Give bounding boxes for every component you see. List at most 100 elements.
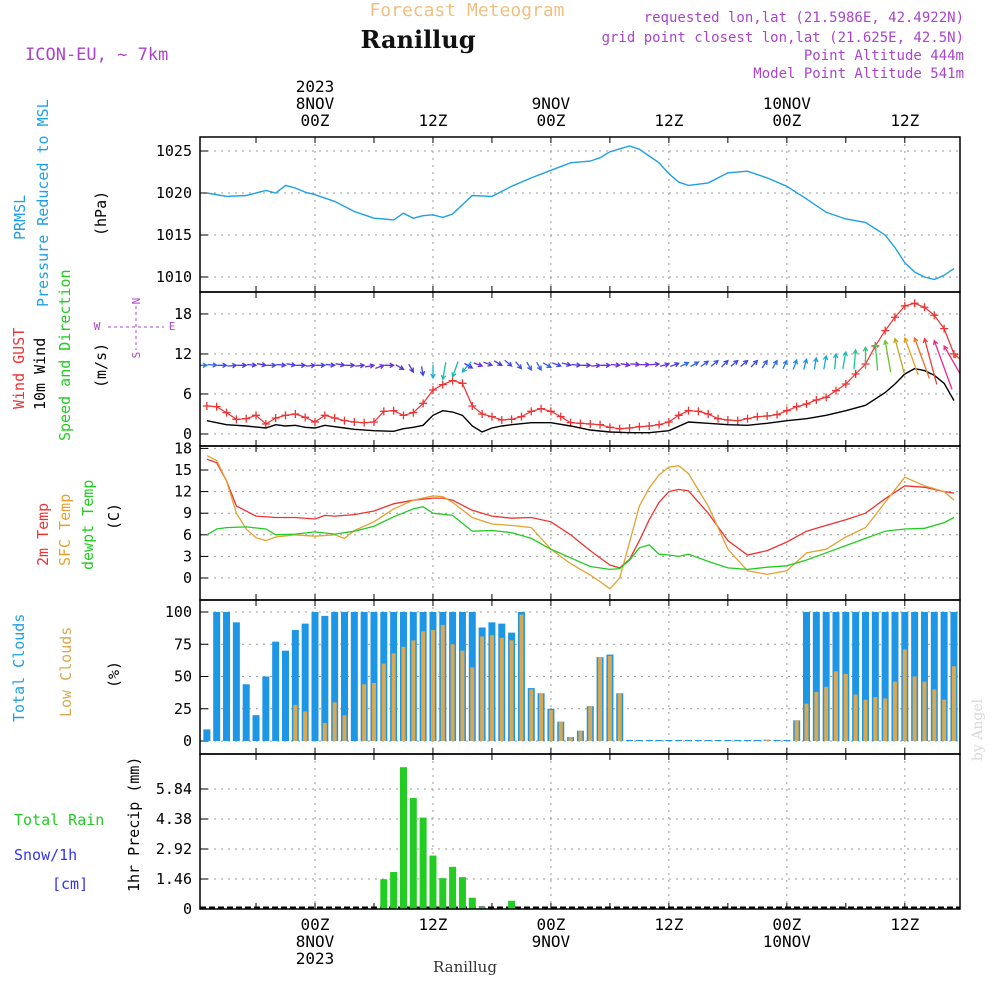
low-cloud-bar [460, 650, 465, 741]
wind-direction-arrow [932, 339, 953, 390]
wind-label-speed-dir: Speed and Direction [56, 269, 74, 441]
wind-direction-arrow [660, 362, 671, 368]
gust-marker [733, 416, 742, 425]
gust-marker [851, 369, 860, 378]
top-time-label: 12Z [890, 111, 919, 130]
gust-marker [684, 406, 693, 415]
wind-direction-arrow [217, 362, 228, 369]
compass-east: E [169, 320, 176, 333]
ytick-label: 100 [165, 603, 192, 621]
low-cloud-bar [489, 635, 494, 741]
low-cloud-bar [558, 721, 563, 741]
total-cloud-bar [321, 615, 329, 741]
compass-north: N [130, 298, 143, 305]
rain-bar [468, 897, 476, 909]
precip-labels: Total Rain Snow/1h [cm] 1hr Precip (mm) [14, 757, 143, 893]
cloud-bars-group [203, 612, 958, 741]
total-cloud-bar [704, 740, 712, 741]
ytick-label: 9 [183, 504, 192, 522]
top-time-label: 8NOV [296, 94, 335, 113]
total-cloud-bar [340, 612, 348, 741]
ytick-label: 12 [174, 483, 192, 501]
total-cloud-bar [881, 612, 889, 741]
wind-direction-arrow [542, 362, 553, 368]
gust-marker [261, 419, 270, 428]
temp-label-2m: 2m Temp [34, 503, 52, 566]
wind-direction-arrow [561, 361, 572, 368]
wind-direction-arrow [430, 364, 436, 380]
total-cloud-bar [803, 612, 810, 741]
precip-axis-label: 1hr Precip (mm) [125, 757, 143, 892]
low-cloud-bar [863, 699, 868, 741]
gust-marker [900, 301, 909, 310]
low-cloud-bar [617, 693, 622, 741]
gust-marker [714, 414, 723, 423]
wind-direction-arrow [802, 357, 809, 370]
wind-direction-arrow [903, 336, 919, 376]
cloud-labels: Total Clouds Low Clouds (%) [10, 614, 123, 722]
total-cloud-bar [350, 612, 358, 741]
wind-direction-arrow [600, 362, 612, 369]
wind-speed-line [206, 367, 955, 434]
wind-direction-arrow [822, 354, 829, 370]
product-title: Forecast Meteogram [369, 0, 564, 21]
gust-marker [330, 413, 339, 422]
low-cloud-bar [509, 640, 514, 741]
compass-west: W [94, 320, 101, 333]
gust-marker [399, 411, 408, 420]
low-cloud-bar [450, 644, 455, 741]
wind-direction-arrow [883, 339, 892, 373]
total-cloud-bar [930, 612, 938, 741]
low-cloud-bar [303, 711, 308, 741]
gust-marker [252, 411, 261, 420]
gust-marker [615, 424, 624, 433]
low-cloud-bar [892, 681, 897, 741]
total-cloud-bar [891, 612, 899, 741]
wind-direction-arrow [750, 359, 759, 368]
temp-label-dewpt: dewpt Temp [79, 480, 97, 570]
wind-direction-arrow [286, 361, 297, 368]
gust-marker [369, 417, 378, 426]
wind-direction-arrow [451, 361, 459, 378]
ytick-label: 18 [174, 439, 192, 457]
gust-marker [419, 399, 428, 408]
wind-direction-arrow [630, 361, 641, 367]
wind-direction-arrow [610, 362, 622, 368]
rain-bar [409, 798, 417, 909]
total-cloud-bar [861, 612, 869, 741]
cloud-unit: (%) [105, 661, 123, 688]
total-cloud-bar [940, 612, 948, 741]
wind-series-group [200, 299, 960, 434]
requested-coords: requested lon,lat (21.5986E, 42.4922N) [644, 10, 964, 26]
low-cloud-bar [568, 737, 573, 741]
gust-marker [468, 401, 477, 410]
gust-marker [792, 402, 801, 411]
wind-direction-arrow [740, 359, 749, 367]
bottom-time-label: 00Z [772, 915, 801, 934]
low-cloud-bar [794, 720, 799, 741]
wind-direction-arrow [943, 344, 960, 375]
ytick-label: 6 [183, 385, 192, 403]
pressure-unit: (hPa) [92, 191, 110, 236]
rain-bar [478, 906, 486, 909]
total-cloud-bar [685, 740, 693, 741]
precip-label-cm: [cm] [52, 875, 88, 893]
gust-marker [763, 411, 772, 420]
gust-marker [360, 418, 369, 427]
wind-direction-arrow [419, 366, 426, 377]
wind-direction-arrow [408, 363, 414, 374]
total-cloud-bar [694, 740, 702, 741]
grid-point-coords: grid point closest lon,lat (21.625E, 42.… [602, 30, 964, 46]
wind-label-gust: Wind GUST [10, 328, 28, 409]
low-cloud-bar [293, 704, 298, 741]
gust-marker [773, 410, 782, 419]
gust-marker [301, 413, 310, 422]
low-cloud-bar [362, 684, 367, 741]
gust-marker [458, 379, 467, 388]
gust-marker [802, 399, 811, 408]
precip-bars-group [200, 767, 960, 909]
total-cloud-bar [665, 740, 673, 741]
wind-direction-arrow [922, 337, 938, 385]
wind-direction-arrow [591, 362, 602, 369]
